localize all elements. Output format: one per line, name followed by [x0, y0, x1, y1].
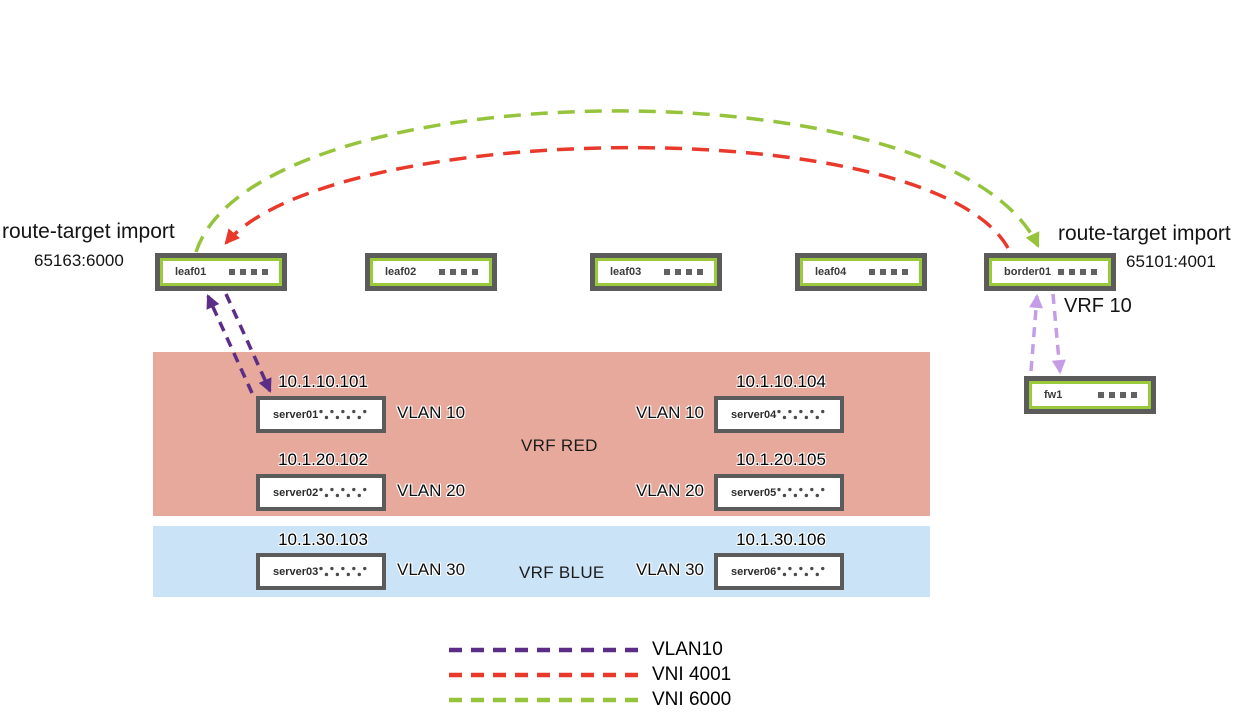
switch-label: fw1	[1044, 389, 1063, 401]
vrf10-label: VRF 10	[1064, 295, 1132, 317]
legend-line-vni4001	[449, 672, 643, 678]
server-label: server03	[273, 565, 319, 578]
server05-ip: 10.1.20.105	[736, 450, 826, 469]
legend-row-vni6000: VNI 6000	[447, 689, 731, 711]
server-label: server04	[731, 408, 777, 421]
server-label: server05	[731, 486, 777, 499]
route-target-import-right-title: route-target import	[1058, 222, 1231, 245]
server04-node[interactable]: server04	[714, 396, 844, 433]
switch-label: leaf02	[385, 266, 417, 278]
switch-ports-icon	[869, 269, 908, 275]
server06-node[interactable]: server06	[714, 553, 844, 590]
server03-node[interactable]: server03	[256, 553, 386, 590]
server-dots-icon	[777, 409, 825, 420]
server-dots-icon	[319, 566, 367, 577]
vrf10-link-down	[1051, 293, 1066, 375]
server04-vlan-label: VLAN 10	[635, 403, 704, 422]
server-dots-icon	[319, 409, 367, 420]
vrf10-link-up	[1029, 293, 1044, 372]
vni4001-curve	[224, 145, 1010, 249]
route-target-import-left-title: route-target import	[2, 220, 175, 243]
server-dots-icon	[319, 487, 367, 498]
legend-row-vlan10: VLAN10	[447, 639, 723, 661]
switch-label: leaf04	[815, 266, 847, 278]
server-dots-icon	[777, 566, 825, 577]
server01-ip: 10.1.10.101	[278, 372, 368, 391]
switch-ports-icon	[229, 269, 268, 275]
server02-vlan-label: VLAN 20	[397, 481, 466, 500]
route-target-import-left-value: 65163:6000	[34, 251, 124, 270]
switch-leaf04[interactable]: leaf04	[795, 253, 927, 291]
switch-ports-icon	[1098, 392, 1137, 398]
switch-border01[interactable]: border01	[984, 253, 1116, 291]
legend-label-vlan10: VLAN10	[652, 639, 723, 660]
switch-label: leaf03	[610, 266, 642, 278]
switch-leaf01[interactable]: leaf01	[155, 253, 287, 291]
route-target-import-right-value: 65101:4001	[1126, 252, 1216, 271]
vni6000-curve	[194, 109, 1040, 253]
server01-node[interactable]: server01	[256, 396, 386, 433]
server02-node[interactable]: server02	[256, 474, 386, 511]
switch-label: border01	[1004, 266, 1052, 278]
switch-ports-icon	[439, 269, 478, 275]
legend-label-vni6000: VNI 6000	[652, 689, 732, 710]
server03-vlan-label: VLAN 30	[397, 560, 466, 579]
switch-ports-icon	[1058, 269, 1097, 275]
server06-ip: 10.1.30.106	[736, 530, 826, 549]
zone-vrf-red-label: VRF RED	[521, 436, 598, 455]
server04-ip: 10.1.10.104	[736, 372, 826, 391]
legend-line-vni6000	[449, 697, 643, 703]
switch-leaf03[interactable]: leaf03	[590, 253, 722, 291]
server-dots-icon	[777, 487, 825, 498]
server05-vlan-label: VLAN 20	[635, 481, 704, 500]
switch-label: leaf01	[175, 266, 207, 278]
firewall-fw1[interactable]: fw1	[1024, 376, 1156, 414]
server06-vlan-label: VLAN 30	[635, 560, 704, 579]
zone-vrf-blue-label: VRF BLUE	[519, 563, 605, 582]
switch-leaf02[interactable]: leaf02	[365, 253, 497, 291]
server02-ip: 10.1.20.102	[278, 450, 368, 469]
server-label: server06	[731, 565, 777, 578]
switch-ports-icon	[664, 269, 703, 275]
legend-label-vni4001: VNI 4001	[652, 664, 732, 685]
server-label: server01	[273, 408, 319, 421]
server01-vlan-label: VLAN 10	[397, 403, 466, 422]
legend-row-vni4001: VNI 4001	[447, 664, 731, 686]
legend-line-vlan10	[449, 647, 643, 653]
server-label: server02	[273, 486, 319, 499]
server05-node[interactable]: server05	[714, 474, 844, 511]
server03-ip: 10.1.30.103	[278, 530, 368, 549]
